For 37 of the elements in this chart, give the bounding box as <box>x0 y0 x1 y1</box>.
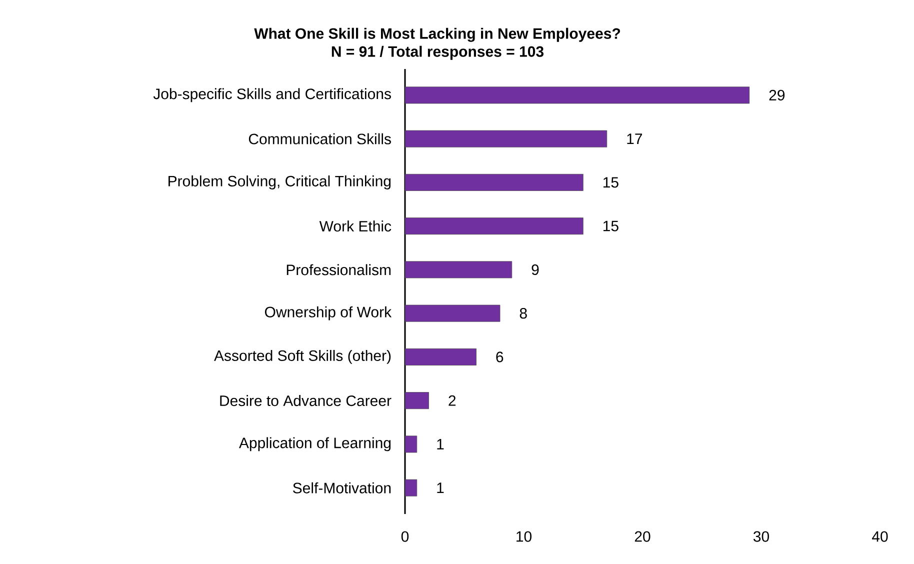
x-tick-label: 10 <box>516 531 532 542</box>
data-label: 1 <box>437 439 444 450</box>
data-label: 15 <box>603 177 618 188</box>
y-tick-label: Self-Motivation <box>293 482 391 494</box>
bar <box>405 304 500 322</box>
data-label: 1 <box>437 482 444 493</box>
x-tick-label: 0 <box>401 531 409 542</box>
bar <box>405 436 418 453</box>
data-label: 2 <box>448 395 456 406</box>
data-label: 29 <box>769 90 785 100</box>
data-label: 8 <box>520 308 527 319</box>
y-tick-label: Work Ethic <box>319 220 392 232</box>
x-tick-label: 20 <box>634 531 650 542</box>
y-tick-label: Assorted Soft Skills (other) <box>214 350 391 364</box>
y-tick-label: Problem Solving, Critical Thinking <box>168 175 391 190</box>
bar <box>405 348 476 366</box>
data-label: 17 <box>627 134 642 144</box>
chart-title: What One Skill is Most Lacking in New Employees? <box>254 28 620 42</box>
bar <box>405 479 418 496</box>
bar <box>405 130 608 148</box>
bar <box>405 261 512 278</box>
bar <box>405 218 584 235</box>
data-label: 6 <box>496 352 504 362</box>
data-label: 15 <box>603 220 618 232</box>
y-tick-label: Application of Learning <box>238 437 391 452</box>
data-label: 9 <box>532 264 539 275</box>
y-tick-label: Desire to Advance Career <box>220 395 392 406</box>
bar <box>405 174 584 191</box>
y-tick-label: Job-specific Skills and Certifications <box>153 88 391 102</box>
x-tick-label: 40 <box>872 531 888 542</box>
bar <box>405 86 750 104</box>
y-tick-label: Communication Skills <box>248 133 391 144</box>
chart-subtitle: N = 91 / Total responses = 103 <box>332 46 544 60</box>
y-tick-label: Ownership of Work <box>264 306 392 320</box>
x-tick-label: 30 <box>753 531 769 542</box>
y-tick-label: Professionalism <box>286 264 391 276</box>
bar <box>405 392 429 410</box>
